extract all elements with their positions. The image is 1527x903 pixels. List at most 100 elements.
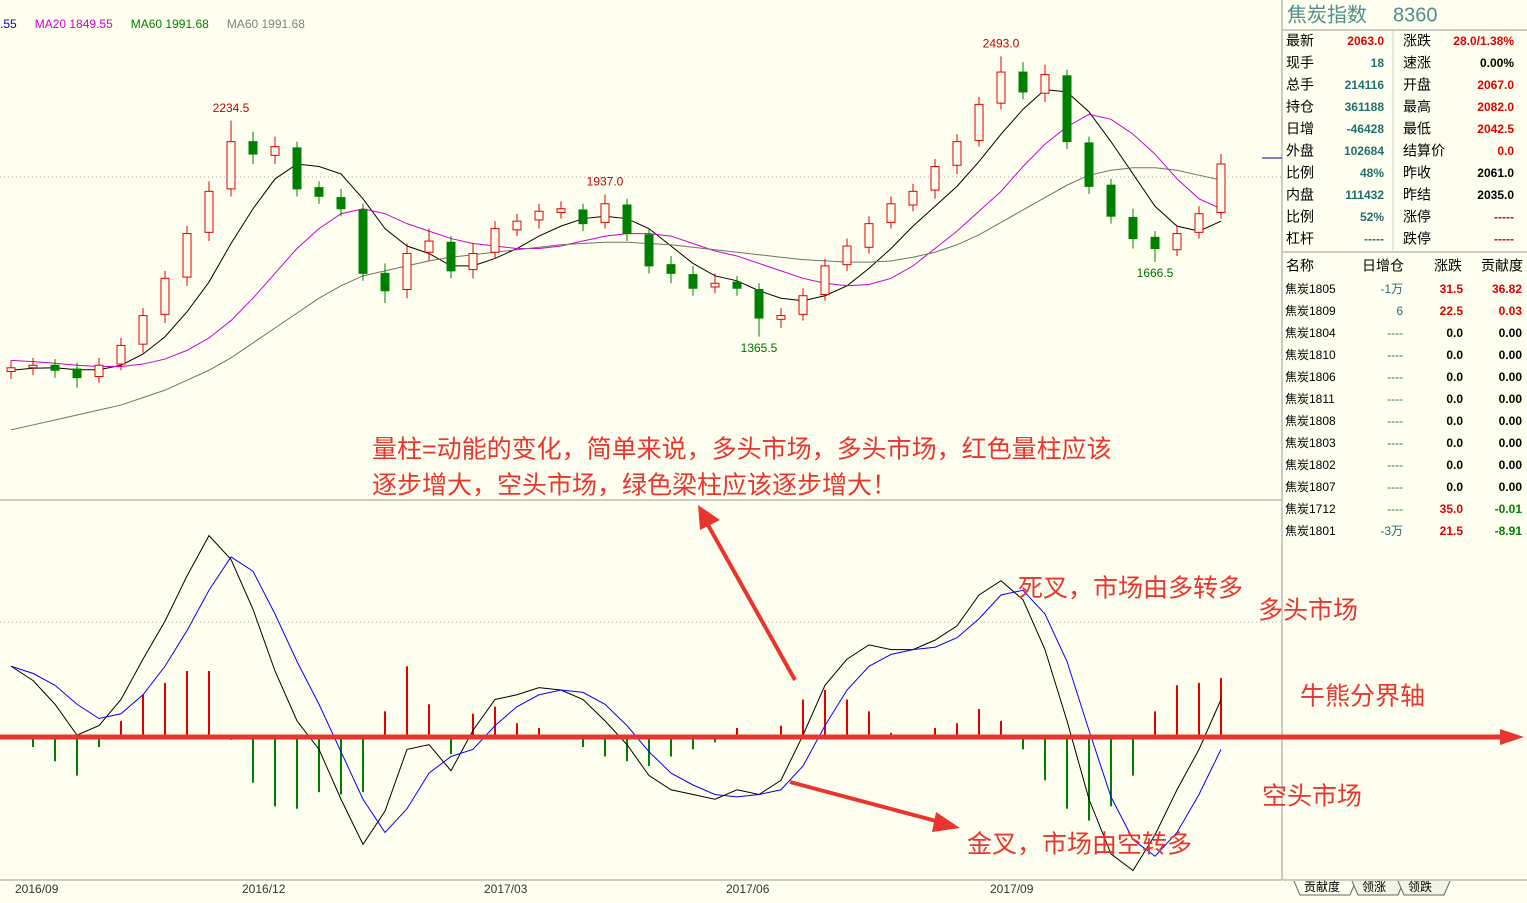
macd-bar xyxy=(1176,685,1178,738)
macd-bar xyxy=(252,737,254,783)
tab-label[interactable]: 领涨 xyxy=(1362,879,1386,894)
contract-contribution: 0.03 xyxy=(1499,304,1523,318)
extreme-label: 2234.5 xyxy=(213,101,250,115)
contract-change: 0.0 xyxy=(1446,370,1463,384)
candle-body xyxy=(1106,184,1116,217)
table-header: 贡献度 xyxy=(1481,258,1523,274)
annotation: 量柱=动能的变化，简单来说，多头市场，多头市场，红色量柱应该 xyxy=(372,436,1112,464)
candle-body xyxy=(622,204,632,235)
contract-change: 35.0 xyxy=(1440,502,1464,516)
contract-name: 焦炭1807 xyxy=(1285,480,1336,494)
macd-bar xyxy=(1220,678,1222,738)
contract-oi: ---- xyxy=(1387,502,1403,516)
contract-change: 22.5 xyxy=(1440,304,1464,318)
quote-value: 102684 xyxy=(1344,144,1384,158)
macd-bar xyxy=(450,737,452,755)
macd-bar xyxy=(164,682,166,738)
macd-bar xyxy=(538,728,540,738)
macd-bar xyxy=(978,709,980,738)
contract-name: 焦炭1802 xyxy=(1285,458,1336,472)
contract-contribution: 0.00 xyxy=(1499,326,1523,340)
macd-bar xyxy=(692,737,694,750)
candle-body xyxy=(72,368,82,379)
macd-bar xyxy=(934,728,936,738)
candle-body xyxy=(600,203,610,223)
x-tick-label: 2016/12 xyxy=(242,882,286,896)
macd-bar xyxy=(846,699,848,738)
quote-label: 日增 xyxy=(1286,121,1314,137)
macd-bar xyxy=(1066,737,1068,809)
contract-oi: ---- xyxy=(1387,392,1403,406)
macd-bar xyxy=(186,671,188,738)
contract-contribution: 0.00 xyxy=(1499,436,1523,450)
arrow xyxy=(706,524,797,681)
macd-bar xyxy=(274,737,276,807)
quote-value: 2061.0 xyxy=(1477,166,1514,180)
contract-change: 0.0 xyxy=(1446,392,1463,406)
candle-body xyxy=(512,220,522,231)
contract-contribution: 0.00 xyxy=(1499,348,1523,362)
macd-bar xyxy=(428,704,430,738)
arrow xyxy=(789,780,941,824)
arrow-head xyxy=(698,505,720,530)
candle-body xyxy=(380,272,390,292)
contract-oi: ---- xyxy=(1387,436,1403,450)
tab-label[interactable]: 领跌 xyxy=(1408,879,1432,894)
indicator-legend: MA20 1849.55 xyxy=(35,17,113,31)
quote-label: 开盘 xyxy=(1403,77,1431,93)
quote-value: ----- xyxy=(1494,232,1514,246)
candle-body xyxy=(292,147,302,190)
macd-bar xyxy=(362,737,364,793)
candle-body xyxy=(952,141,962,166)
annotation: 牛熊分界轴 xyxy=(1300,683,1425,711)
contract-oi: ---- xyxy=(1387,414,1403,428)
candle-body xyxy=(424,240,434,253)
contract-contribution: 0.00 xyxy=(1499,392,1523,406)
quote-value: 48% xyxy=(1360,166,1384,180)
contract-oi: ---- xyxy=(1387,480,1403,494)
contract-oi: -1万 xyxy=(1380,282,1403,296)
extreme-label: 1365.5 xyxy=(741,341,778,355)
table-header: 日增仓 xyxy=(1362,258,1404,274)
candle-body xyxy=(358,209,368,274)
candle-body xyxy=(116,344,126,365)
tab-label[interactable]: 贡献度 xyxy=(1304,879,1340,894)
macd-bar xyxy=(1088,737,1090,821)
quote-label: 持仓 xyxy=(1286,99,1314,115)
contract-name: 焦炭1803 xyxy=(1285,436,1336,450)
quote-label: 比例 xyxy=(1286,209,1314,225)
candle-body xyxy=(556,208,566,213)
contract-contribution: 0.00 xyxy=(1499,370,1523,384)
quote-value: 361188 xyxy=(1345,100,1385,114)
candle-body xyxy=(908,190,918,206)
contract-name: 焦炭1805 xyxy=(1285,282,1336,296)
table-header: 涨跌 xyxy=(1434,258,1462,274)
macd-bar xyxy=(956,723,958,738)
candle-body xyxy=(578,209,588,225)
macd-bar xyxy=(98,737,100,747)
macd-bar xyxy=(296,737,298,809)
contract-contribution: 36.82 xyxy=(1492,282,1522,296)
candle-body xyxy=(160,277,170,315)
macd-bar xyxy=(120,720,122,738)
contract-oi: ---- xyxy=(1387,326,1403,340)
quote-title: 焦炭指数 xyxy=(1287,3,1367,26)
extreme-label: 2493.0 xyxy=(983,37,1020,51)
annotation: 死叉，市场由多转多 xyxy=(1018,575,1243,603)
candle-body xyxy=(688,274,698,289)
candle-body xyxy=(1172,233,1182,251)
candle-body xyxy=(402,252,412,291)
candle-body xyxy=(1062,75,1072,143)
macd-bar xyxy=(714,737,716,743)
macd-bar xyxy=(1154,711,1156,738)
annotation: 空头市场 xyxy=(1262,783,1362,811)
quote-value: 18 xyxy=(1371,56,1385,70)
candle-body xyxy=(820,265,830,295)
macd-bar xyxy=(340,737,342,795)
contract-change: 0.0 xyxy=(1446,326,1463,340)
macd-bar xyxy=(384,711,386,738)
quote-label: 现手 xyxy=(1286,55,1314,71)
quote-value: 0.00% xyxy=(1480,56,1514,70)
quote-label: 结算价 xyxy=(1403,143,1445,159)
contract-name: 焦炭1712 xyxy=(1285,502,1336,516)
